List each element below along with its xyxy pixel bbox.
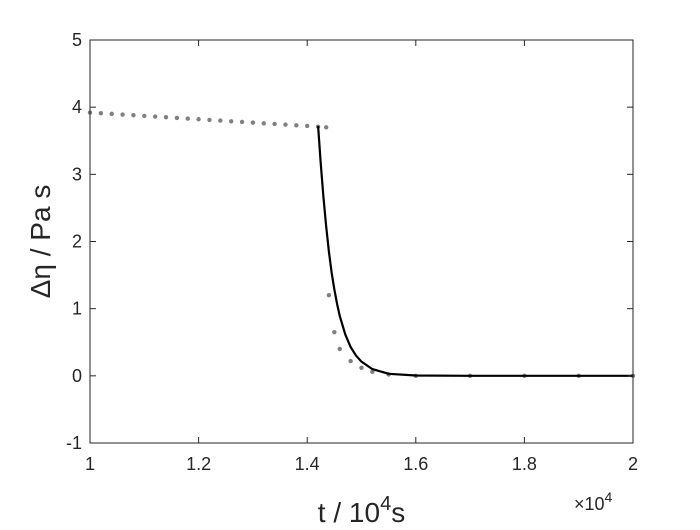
data-point (283, 122, 288, 127)
x-axis-multiplier: ×104 (574, 489, 613, 514)
data-point (250, 120, 256, 125)
data-point (185, 116, 190, 121)
data-point (174, 115, 180, 121)
x-tick-label: 1 (85, 454, 95, 474)
x-axis-multiplier-base: ×10 (574, 494, 605, 514)
data-point (131, 113, 136, 118)
data-point (218, 118, 223, 123)
scatter-layer (87, 110, 636, 379)
data-point (324, 125, 329, 130)
data-point (370, 369, 375, 375)
data-point (120, 112, 125, 117)
y-tick-label: 4 (72, 97, 82, 117)
data-point (272, 121, 277, 127)
x-axis-label: t / 104s (318, 493, 405, 528)
data-point (239, 119, 245, 125)
data-point (98, 111, 104, 116)
ticks-layer: 1 1.2 1.4 1.6 1.8 2 -1 0 1 2 3 4 5 (66, 30, 638, 474)
data-point (207, 117, 212, 123)
fit-line-layer (317, 125, 633, 377)
data-point (163, 115, 169, 120)
data-point (109, 111, 114, 117)
data-point (228, 119, 234, 124)
data-point (305, 123, 310, 129)
fit-line (317, 125, 633, 377)
x-tick-label: 1.4 (295, 454, 320, 474)
data-point (152, 114, 158, 119)
x-axis-label-post: s (391, 497, 405, 528)
y-tick-label: 1 (72, 299, 82, 319)
data-point (142, 113, 147, 119)
data-point (326, 293, 332, 298)
data-point (348, 358, 353, 364)
y-tick-label: 2 (72, 232, 82, 252)
x-axis-multiplier-exp: 4 (605, 489, 613, 505)
x-tick-label: 1.2 (186, 454, 211, 474)
y-tick-label: 5 (72, 30, 82, 50)
data-point (261, 121, 266, 126)
data-point (359, 365, 364, 370)
x-axis-label-sup: 4 (380, 493, 391, 515)
y-tick-label: 0 (72, 366, 82, 386)
y-axis-label: Δη / Pa s (25, 185, 56, 299)
x-tick-label: 1.6 (403, 454, 428, 474)
y-tick-label: -1 (66, 433, 82, 453)
data-point (294, 123, 299, 128)
data-point (337, 346, 342, 352)
x-axis-label-pre: t / 10 (318, 497, 380, 528)
x-tick-label: 2 (628, 454, 638, 474)
y-tick-label: 3 (72, 164, 82, 184)
data-point (196, 117, 201, 122)
data-point (332, 329, 337, 335)
x-tick-label: 1.8 (512, 454, 537, 474)
